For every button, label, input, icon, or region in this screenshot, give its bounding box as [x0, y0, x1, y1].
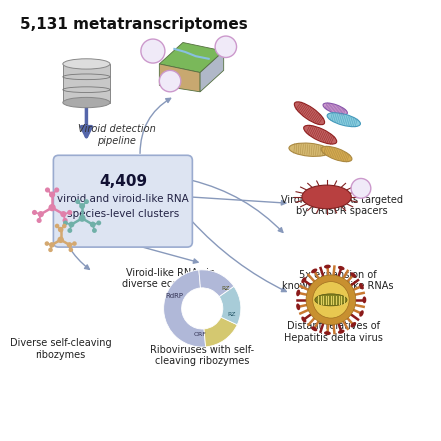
Circle shape	[49, 204, 56, 211]
Ellipse shape	[363, 296, 366, 303]
Ellipse shape	[294, 102, 325, 125]
Circle shape	[45, 241, 49, 246]
Wedge shape	[199, 270, 234, 297]
Text: Diverse self-cleaving
ribozymes: Diverse self-cleaving ribozymes	[10, 338, 112, 360]
Circle shape	[48, 247, 53, 252]
Ellipse shape	[311, 326, 318, 331]
Circle shape	[215, 36, 236, 57]
FancyBboxPatch shape	[53, 155, 192, 247]
Ellipse shape	[63, 97, 110, 108]
Ellipse shape	[289, 143, 330, 157]
Ellipse shape	[323, 103, 348, 115]
Ellipse shape	[351, 322, 356, 327]
Ellipse shape	[306, 275, 356, 325]
Circle shape	[351, 179, 371, 198]
Circle shape	[32, 210, 37, 215]
Ellipse shape	[313, 282, 349, 318]
Polygon shape	[159, 42, 224, 72]
Ellipse shape	[302, 185, 351, 209]
Circle shape	[141, 39, 165, 63]
FancyBboxPatch shape	[63, 64, 110, 103]
Circle shape	[78, 215, 86, 222]
Text: RZ: RZ	[221, 286, 230, 292]
Circle shape	[159, 71, 181, 92]
Circle shape	[49, 242, 55, 248]
Ellipse shape	[327, 113, 360, 127]
Circle shape	[57, 236, 64, 243]
Text: Riboviruses with self-
cleaving ribozymes: Riboviruses with self- cleaving ribozyme…	[150, 345, 254, 366]
Circle shape	[68, 247, 73, 252]
Ellipse shape	[321, 146, 352, 162]
Circle shape	[63, 220, 68, 225]
Text: Viroid-like RNAs in
diverse ecosystems: Viroid-like RNAs in diverse ecosystems	[122, 268, 218, 289]
Circle shape	[45, 187, 50, 193]
Circle shape	[97, 220, 101, 225]
Circle shape	[62, 224, 67, 228]
Ellipse shape	[338, 266, 344, 270]
Text: 5x expansion of
known viroid-like RNAs: 5x expansion of known viroid-like RNAs	[282, 270, 393, 292]
Ellipse shape	[359, 283, 364, 289]
Circle shape	[58, 227, 64, 232]
Circle shape	[67, 210, 72, 215]
Circle shape	[55, 224, 60, 228]
Text: ORF: ORF	[194, 333, 206, 337]
Circle shape	[90, 221, 96, 228]
Text: 5,131 metatranscriptomes: 5,131 metatranscriptomes	[20, 17, 248, 32]
Ellipse shape	[296, 290, 300, 296]
Ellipse shape	[351, 272, 356, 278]
Text: Viroid-like RNAs targeted
by CRISPR spacers: Viroid-like RNAs targeted by CRISPR spac…	[280, 194, 403, 216]
Text: RdRP: RdRP	[165, 293, 183, 299]
Ellipse shape	[296, 303, 300, 310]
Ellipse shape	[301, 277, 306, 283]
Text: RZ: RZ	[227, 312, 235, 317]
Ellipse shape	[324, 265, 331, 269]
Text: viroid and viroid-like RNA: viroid and viroid-like RNA	[57, 194, 189, 204]
Text: species-level clusters: species-level clusters	[67, 209, 179, 219]
Text: Distant relatives of
Hepatitis delta virus: Distant relatives of Hepatitis delta vir…	[284, 321, 382, 343]
Circle shape	[72, 241, 77, 246]
Circle shape	[60, 211, 67, 217]
Ellipse shape	[219, 45, 233, 49]
Circle shape	[54, 187, 59, 193]
Polygon shape	[200, 51, 224, 92]
Ellipse shape	[338, 329, 344, 334]
Ellipse shape	[63, 59, 110, 69]
Circle shape	[37, 218, 42, 223]
Circle shape	[92, 228, 97, 233]
Circle shape	[68, 221, 75, 228]
Ellipse shape	[311, 269, 318, 273]
Circle shape	[49, 191, 55, 198]
Ellipse shape	[359, 310, 364, 317]
Ellipse shape	[145, 49, 161, 54]
Text: 4,409: 4,409	[99, 174, 147, 189]
Wedge shape	[164, 270, 206, 347]
Ellipse shape	[315, 294, 347, 306]
Ellipse shape	[324, 331, 331, 335]
Circle shape	[84, 199, 89, 204]
Polygon shape	[159, 64, 200, 92]
Circle shape	[79, 203, 85, 209]
Ellipse shape	[355, 186, 367, 191]
Ellipse shape	[301, 317, 306, 322]
Wedge shape	[219, 286, 241, 325]
Text: Viroid detection
pipeline: Viroid detection pipeline	[78, 124, 155, 146]
Circle shape	[67, 228, 72, 233]
Circle shape	[63, 218, 67, 223]
Circle shape	[67, 242, 72, 248]
Wedge shape	[204, 317, 237, 347]
Circle shape	[75, 199, 80, 204]
Ellipse shape	[163, 79, 177, 83]
Ellipse shape	[304, 125, 337, 144]
Circle shape	[37, 211, 44, 217]
